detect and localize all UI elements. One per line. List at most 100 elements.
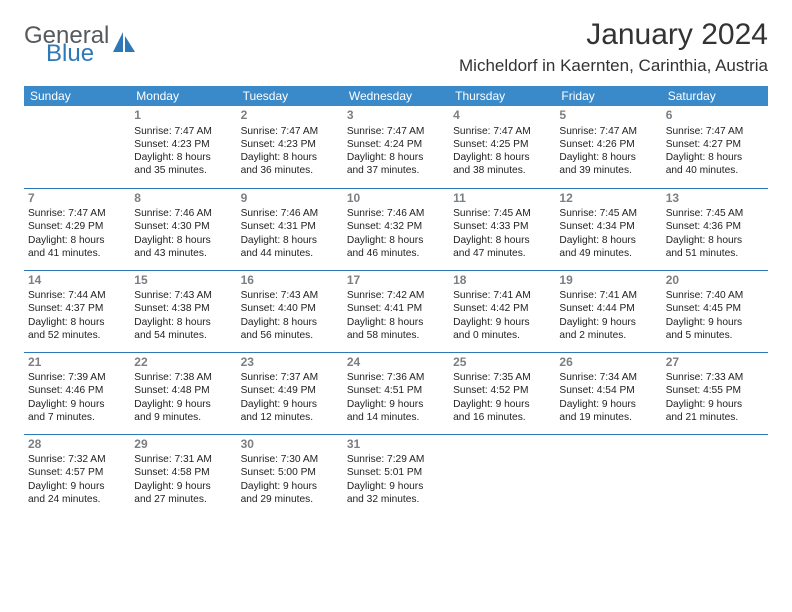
calendar-day-cell: 15Sunrise: 7:43 AMSunset: 4:38 PMDayligh… xyxy=(130,270,236,352)
daylight-line-1: Daylight: 9 hours xyxy=(28,480,126,493)
day-number: 11 xyxy=(453,191,551,207)
sunset-line: Sunset: 4:36 PM xyxy=(666,220,764,233)
day-number: 2 xyxy=(241,108,339,124)
sunset-line: Sunset: 5:01 PM xyxy=(347,466,445,479)
calendar-week-row: 1Sunrise: 7:47 AMSunset: 4:23 PMDaylight… xyxy=(24,106,768,188)
daylight-line-2: and 35 minutes. xyxy=(134,164,232,177)
day-number: 8 xyxy=(134,191,232,207)
calendar-day-cell: 24Sunrise: 7:36 AMSunset: 4:51 PMDayligh… xyxy=(343,352,449,434)
weekday-header: Monday xyxy=(130,86,236,106)
sunset-line: Sunset: 4:31 PM xyxy=(241,220,339,233)
daylight-line-1: Daylight: 8 hours xyxy=(347,151,445,164)
sunrise-line: Sunrise: 7:43 AM xyxy=(241,289,339,302)
calendar-header-row: SundayMondayTuesdayWednesdayThursdayFrid… xyxy=(24,86,768,106)
sunrise-line: Sunrise: 7:33 AM xyxy=(666,371,764,384)
daylight-line-1: Daylight: 8 hours xyxy=(559,234,657,247)
sunset-line: Sunset: 4:51 PM xyxy=(347,384,445,397)
day-number: 9 xyxy=(241,191,339,207)
calendar-day-cell: 16Sunrise: 7:43 AMSunset: 4:40 PMDayligh… xyxy=(237,270,343,352)
daylight-line-2: and 9 minutes. xyxy=(134,411,232,424)
day-number: 5 xyxy=(559,108,657,124)
calendar-day-cell: 10Sunrise: 7:46 AMSunset: 4:32 PMDayligh… xyxy=(343,188,449,270)
sunrise-line: Sunrise: 7:29 AM xyxy=(347,453,445,466)
day-number: 16 xyxy=(241,273,339,289)
daylight-line-2: and 24 minutes. xyxy=(28,493,126,506)
day-number: 29 xyxy=(134,437,232,453)
calendar-day-cell: 3Sunrise: 7:47 AMSunset: 4:24 PMDaylight… xyxy=(343,106,449,188)
daylight-line-1: Daylight: 9 hours xyxy=(28,398,126,411)
day-number: 10 xyxy=(347,191,445,207)
calendar-day-cell: 11Sunrise: 7:45 AMSunset: 4:33 PMDayligh… xyxy=(449,188,555,270)
calendar-table: SundayMondayTuesdayWednesdayThursdayFrid… xyxy=(24,86,768,516)
day-number: 15 xyxy=(134,273,232,289)
sunset-line: Sunset: 4:26 PM xyxy=(559,138,657,151)
calendar-day-cell: 18Sunrise: 7:41 AMSunset: 4:42 PMDayligh… xyxy=(449,270,555,352)
daylight-line-2: and 29 minutes. xyxy=(241,493,339,506)
day-number: 24 xyxy=(347,355,445,371)
daylight-line-2: and 16 minutes. xyxy=(453,411,551,424)
sunset-line: Sunset: 4:29 PM xyxy=(28,220,126,233)
sunset-line: Sunset: 4:48 PM xyxy=(134,384,232,397)
daylight-line-1: Daylight: 8 hours xyxy=(134,234,232,247)
day-number: 28 xyxy=(28,437,126,453)
day-number: 22 xyxy=(134,355,232,371)
location-subtitle: Micheldorf in Kaernten, Carinthia, Austr… xyxy=(459,56,768,76)
daylight-line-2: and 46 minutes. xyxy=(347,247,445,260)
sunrise-line: Sunrise: 7:47 AM xyxy=(28,207,126,220)
calendar-day-cell xyxy=(555,434,661,516)
daylight-line-1: Daylight: 8 hours xyxy=(453,234,551,247)
daylight-line-1: Daylight: 8 hours xyxy=(28,316,126,329)
calendar-day-cell xyxy=(662,434,768,516)
daylight-line-2: and 7 minutes. xyxy=(28,411,126,424)
calendar-day-cell: 6Sunrise: 7:47 AMSunset: 4:27 PMDaylight… xyxy=(662,106,768,188)
sunrise-line: Sunrise: 7:39 AM xyxy=(28,371,126,384)
daylight-line-1: Daylight: 8 hours xyxy=(28,234,126,247)
calendar-day-cell: 31Sunrise: 7:29 AMSunset: 5:01 PMDayligh… xyxy=(343,434,449,516)
daylight-line-1: Daylight: 8 hours xyxy=(347,316,445,329)
sunset-line: Sunset: 4:58 PM xyxy=(134,466,232,479)
daylight-line-2: and 58 minutes. xyxy=(347,329,445,342)
logo-word-blue: Blue xyxy=(46,42,109,66)
calendar-day-cell: 25Sunrise: 7:35 AMSunset: 4:52 PMDayligh… xyxy=(449,352,555,434)
calendar-day-cell: 1Sunrise: 7:47 AMSunset: 4:23 PMDaylight… xyxy=(130,106,236,188)
calendar-day-cell: 4Sunrise: 7:47 AMSunset: 4:25 PMDaylight… xyxy=(449,106,555,188)
calendar-day-cell: 7Sunrise: 7:47 AMSunset: 4:29 PMDaylight… xyxy=(24,188,130,270)
sunset-line: Sunset: 4:27 PM xyxy=(666,138,764,151)
day-number: 20 xyxy=(666,273,764,289)
calendar-day-cell: 20Sunrise: 7:40 AMSunset: 4:45 PMDayligh… xyxy=(662,270,768,352)
daylight-line-1: Daylight: 9 hours xyxy=(134,398,232,411)
logo-text: General Blue xyxy=(24,24,109,66)
sunrise-line: Sunrise: 7:32 AM xyxy=(28,453,126,466)
daylight-line-2: and 44 minutes. xyxy=(241,247,339,260)
day-number: 3 xyxy=(347,108,445,124)
day-number: 31 xyxy=(347,437,445,453)
daylight-line-1: Daylight: 9 hours xyxy=(241,480,339,493)
calendar-day-cell: 29Sunrise: 7:31 AMSunset: 4:58 PMDayligh… xyxy=(130,434,236,516)
sunrise-line: Sunrise: 7:40 AM xyxy=(666,289,764,302)
calendar-week-row: 14Sunrise: 7:44 AMSunset: 4:37 PMDayligh… xyxy=(24,270,768,352)
daylight-line-1: Daylight: 9 hours xyxy=(241,398,339,411)
daylight-line-2: and 21 minutes. xyxy=(666,411,764,424)
day-number: 26 xyxy=(559,355,657,371)
sunrise-line: Sunrise: 7:38 AM xyxy=(134,371,232,384)
daylight-line-2: and 5 minutes. xyxy=(666,329,764,342)
sunset-line: Sunset: 4:44 PM xyxy=(559,302,657,315)
day-number: 4 xyxy=(453,108,551,124)
sunset-line: Sunset: 4:23 PM xyxy=(134,138,232,151)
daylight-line-1: Daylight: 9 hours xyxy=(666,316,764,329)
sunset-line: Sunset: 4:46 PM xyxy=(28,384,126,397)
sunrise-line: Sunrise: 7:45 AM xyxy=(453,207,551,220)
sunrise-line: Sunrise: 7:35 AM xyxy=(453,371,551,384)
weekday-header: Tuesday xyxy=(237,86,343,106)
daylight-line-2: and 56 minutes. xyxy=(241,329,339,342)
day-number: 7 xyxy=(28,191,126,207)
daylight-line-1: Daylight: 8 hours xyxy=(241,234,339,247)
sunrise-line: Sunrise: 7:46 AM xyxy=(134,207,232,220)
daylight-line-1: Daylight: 9 hours xyxy=(347,480,445,493)
daylight-line-1: Daylight: 9 hours xyxy=(453,398,551,411)
daylight-line-2: and 19 minutes. xyxy=(559,411,657,424)
calendar-day-cell: 12Sunrise: 7:45 AMSunset: 4:34 PMDayligh… xyxy=(555,188,661,270)
sunrise-line: Sunrise: 7:47 AM xyxy=(559,125,657,138)
calendar-week-row: 28Sunrise: 7:32 AMSunset: 4:57 PMDayligh… xyxy=(24,434,768,516)
daylight-line-1: Daylight: 8 hours xyxy=(241,151,339,164)
